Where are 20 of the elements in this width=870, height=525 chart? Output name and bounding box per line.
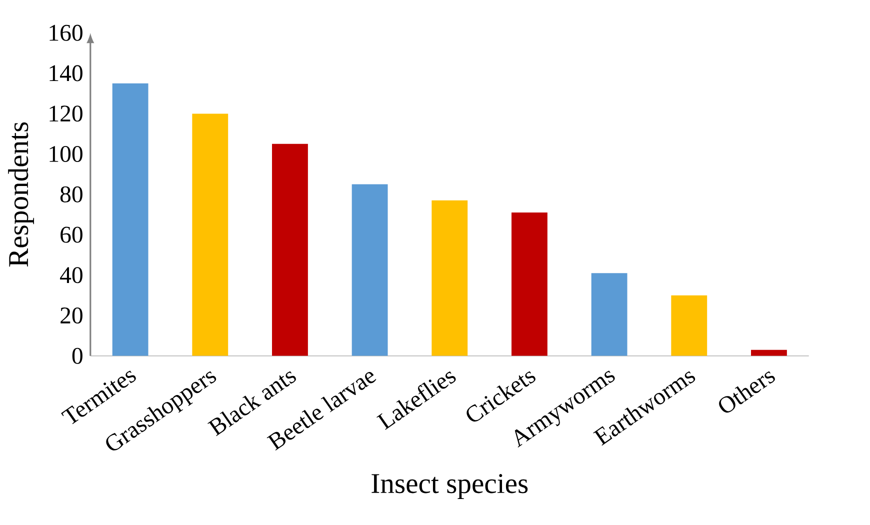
- y-tick-label: 160: [50, 24, 82, 41]
- bar: [112, 83, 148, 356]
- bar: [591, 272, 628, 356]
- y-tick-label: 0: [72, 348, 82, 364]
- bar: [352, 184, 388, 356]
- bar: [671, 295, 708, 356]
- x-axis-title: Insect species: [372, 474, 528, 499]
- bar: [272, 144, 308, 356]
- y-tick-label: 140: [50, 65, 82, 82]
- y-tick-label: 20: [60, 307, 82, 324]
- y-axis-title: Respondents: [8, 122, 34, 266]
- bar: [750, 350, 787, 356]
- y-tick-label: 100: [50, 146, 82, 162]
- y-tick-label: 60: [60, 226, 82, 243]
- bar: [432, 200, 468, 356]
- bar: [512, 212, 548, 356]
- y-tick-label: 120: [50, 105, 82, 122]
- y-tick-label: 40: [60, 266, 82, 283]
- y-tick-label: 80: [60, 186, 82, 202]
- bar: [192, 113, 228, 356]
